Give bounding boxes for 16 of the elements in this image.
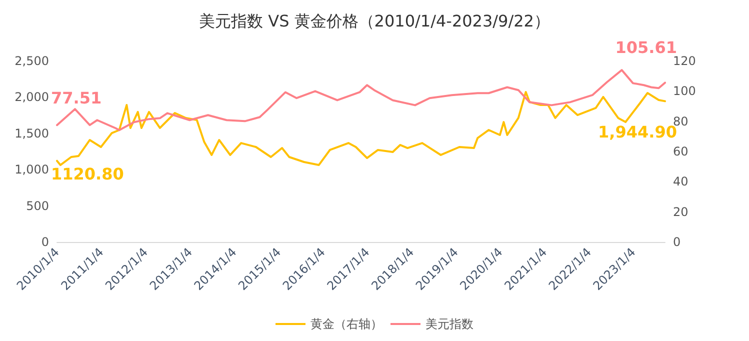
y-tick-label: 1,500 [14, 126, 49, 140]
y-tick-label: 1,000 [14, 162, 49, 177]
legend-label: 黄金（右轴） [310, 317, 382, 331]
y-tick-label: 2,500 [14, 54, 49, 68]
y2-tick-label: 100 [673, 84, 696, 98]
legend-label: 美元指数 [426, 317, 474, 331]
chart-title: 美元指数 VS 黄金价格（2010/1/4-2023/9/22） [199, 12, 550, 30]
y2-tick-label: 60 [673, 144, 688, 158]
data-label: 1120.80 [51, 164, 124, 184]
y-tick-label: 500 [26, 198, 49, 213]
y2-tick-label: 20 [673, 204, 688, 219]
data-label: 77.51 [51, 88, 102, 108]
y-tick-label: 0 [41, 235, 49, 249]
y2-tick-label: 0 [673, 235, 681, 249]
y-tick-label: 2,000 [14, 90, 49, 104]
y2-tick-label: 40 [673, 174, 688, 189]
